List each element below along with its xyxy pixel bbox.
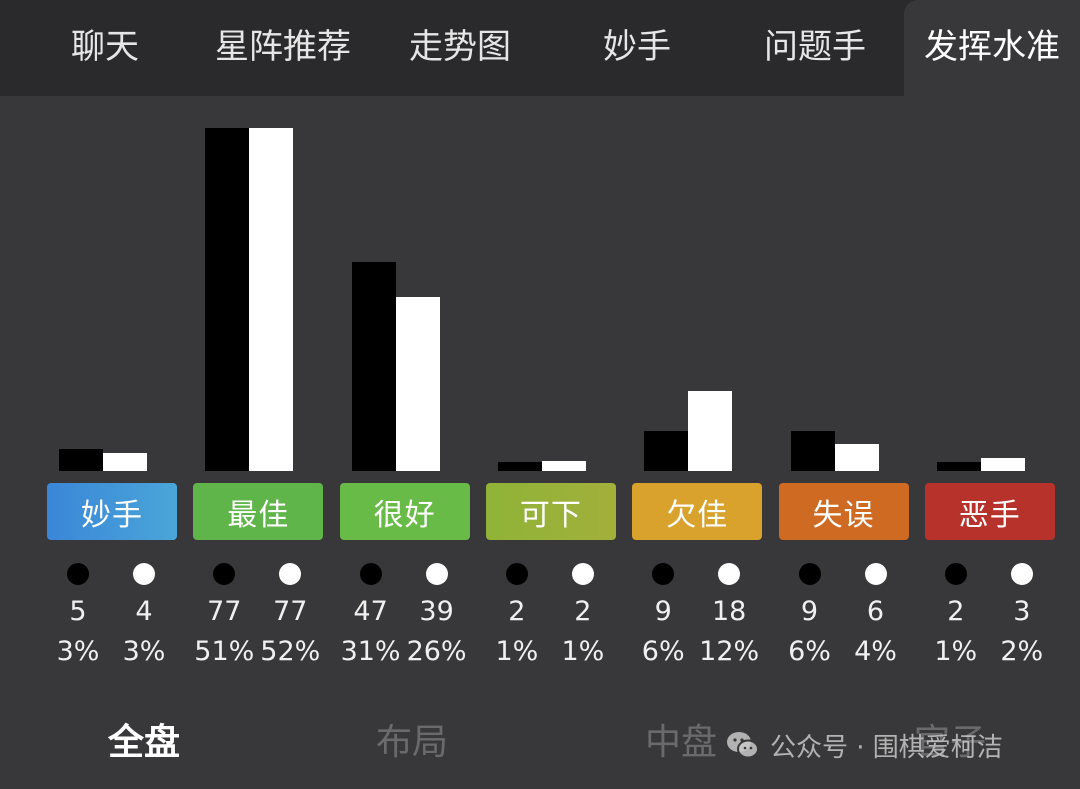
black-bar-6 xyxy=(790,431,835,471)
tab-performance[interactable]: 发挥水准 xyxy=(904,0,1080,96)
black-count-1: 5 xyxy=(69,596,87,627)
white-stone-icon xyxy=(1010,563,1033,585)
black-pct-7: 1% xyxy=(934,636,978,667)
category-label-7: 恶手 xyxy=(924,483,1055,540)
black-pct-5: 6% xyxy=(641,636,685,667)
black-bar-1 xyxy=(59,449,103,471)
black-count-2: 77 xyxy=(207,596,242,627)
white-bar-7 xyxy=(980,458,1025,471)
white-bar-4 xyxy=(541,461,586,471)
white-stone-icon xyxy=(718,563,741,585)
bottom-tab-middlegame[interactable]: 中盘 xyxy=(645,722,718,763)
tab-trend-chart[interactable]: 走势图 xyxy=(409,27,511,67)
wechat-icon xyxy=(726,730,760,760)
black-count-3: 47 xyxy=(353,596,388,627)
black-stone-icon xyxy=(505,563,528,585)
tab-recommendation[interactable]: 星阵推荐 xyxy=(215,27,351,67)
black-count-6: 9 xyxy=(800,596,819,627)
black-count-4: 2 xyxy=(508,596,526,627)
black-pct-4: 1% xyxy=(495,636,539,667)
category-label-1: 妙手 xyxy=(47,483,177,540)
white-stone-icon xyxy=(279,563,302,585)
white-bar-6 xyxy=(834,444,879,471)
white-pct-7: 2% xyxy=(1000,636,1044,667)
black-count-7: 2 xyxy=(947,596,965,627)
black-pct-1: 3% xyxy=(56,636,100,667)
white-count-1: 4 xyxy=(135,596,153,627)
white-bar-3 xyxy=(395,297,440,471)
black-bar-3 xyxy=(351,262,396,471)
black-bar-7 xyxy=(936,462,981,471)
black-bar-4 xyxy=(497,462,542,471)
white-stone-icon xyxy=(425,563,448,585)
white-bar-2 xyxy=(249,128,294,471)
white-bar-1 xyxy=(103,453,147,471)
black-bar-5 xyxy=(644,431,689,471)
white-count-6: 6 xyxy=(866,596,885,627)
white-count-5: 18 xyxy=(712,596,747,627)
white-count-2: 77 xyxy=(273,596,308,627)
black-count-5: 9 xyxy=(654,596,672,627)
black-pct-3: 31% xyxy=(340,636,401,667)
white-pct-5: 12% xyxy=(699,636,760,667)
tab-chat[interactable]: 聊天 xyxy=(71,27,139,67)
category-label-3: 很好 xyxy=(339,483,470,540)
black-bar-2 xyxy=(205,128,250,471)
top-tab-bar: 聊天 星阵推荐 走势图 妙手 问题手 发挥水准 xyxy=(0,0,1080,96)
white-stone-icon xyxy=(864,563,887,585)
white-pct-3: 26% xyxy=(406,636,467,667)
watermark-text: 公众号 · 围棋爱柯洁 xyxy=(770,732,1003,763)
tab-brilliant-moves[interactable]: 妙手 xyxy=(603,27,671,67)
black-pct-2: 51% xyxy=(194,636,255,667)
black-stone-icon xyxy=(652,563,675,585)
bottom-tab-opening[interactable]: 布局 xyxy=(376,722,449,763)
white-count-3: 39 xyxy=(419,596,454,627)
black-pct-6: 6% xyxy=(788,636,831,667)
white-pct-4: 1% xyxy=(561,636,605,667)
white-bar-5 xyxy=(688,391,733,471)
white-stone-icon xyxy=(133,563,155,585)
white-count-4: 2 xyxy=(574,596,592,627)
bottom-tab-full-game[interactable]: 全盘 xyxy=(108,722,181,763)
white-pct-6: 4% xyxy=(854,636,897,667)
black-stone-icon xyxy=(944,563,967,585)
bottom-tab-endgame[interactable]: 官子 xyxy=(914,722,987,763)
white-stone-icon xyxy=(571,563,594,585)
black-stone-icon xyxy=(359,563,382,585)
watermark: 公众号 · 围棋爱柯洁 xyxy=(726,725,1003,765)
black-stone-icon xyxy=(798,563,821,585)
category-label-2: 最佳 xyxy=(193,483,324,540)
tab-problem-moves[interactable]: 问题手 xyxy=(764,27,866,67)
white-pct-2: 52% xyxy=(260,636,321,667)
category-label-4: 可下 xyxy=(485,483,616,540)
category-label-6: 失误 xyxy=(778,483,909,540)
black-stone-icon xyxy=(213,563,236,585)
white-count-7: 3 xyxy=(1013,596,1031,627)
black-stone-icon xyxy=(67,563,89,585)
category-label-5: 欠佳 xyxy=(632,483,763,540)
white-pct-1: 3% xyxy=(122,636,166,667)
